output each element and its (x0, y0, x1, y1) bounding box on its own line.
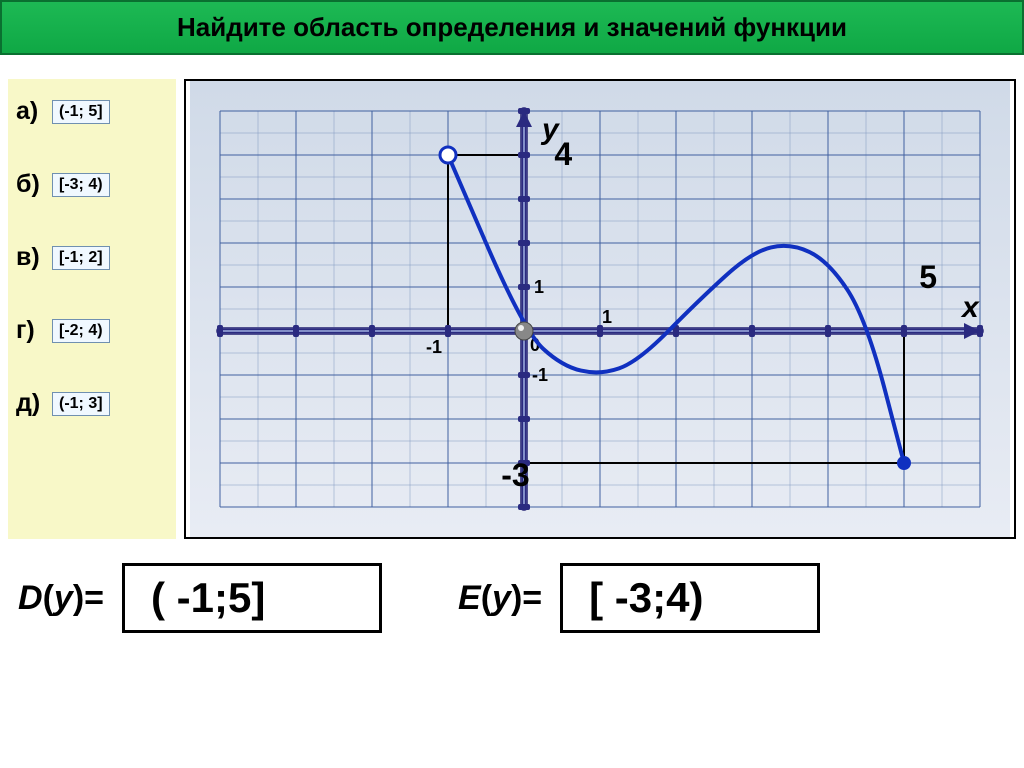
range-answer-box: [ -3;4) (560, 563, 820, 633)
option-letter: б) (16, 170, 46, 199)
option-row-4: д)(-1; 3] (16, 389, 168, 418)
domain-answer-box: ( -1;5] (122, 563, 382, 633)
svg-text:5: 5 (919, 259, 937, 295)
svg-text:x: x (960, 291, 980, 324)
options-panel: а)(-1; 5]б)[-3; 4)в)[-1; 2]г)[-2; 4)д)(-… (8, 79, 176, 539)
svg-text:-1: -1 (532, 365, 548, 385)
option-letter: д) (16, 389, 46, 418)
option-row-3: г)[-2; 4) (16, 316, 168, 345)
page-title: Найдите область определения и значений ф… (0, 0, 1024, 55)
option-value-box[interactable]: (-1; 5] (52, 100, 110, 124)
option-letter: в) (16, 243, 46, 272)
option-letter: а) (16, 97, 46, 126)
option-row-1: б)[-3; 4) (16, 170, 168, 199)
svg-text:-1: -1 (426, 337, 442, 357)
function-graph: 1-101-1yx45-3 (186, 81, 1014, 537)
option-value-box[interactable]: [-2; 4) (52, 319, 110, 343)
option-letter: г) (16, 316, 46, 345)
range-label: E(y)= (458, 579, 542, 618)
svg-text:4: 4 (554, 136, 572, 172)
chart-panel: 1-101-1yx45-3 (184, 79, 1016, 539)
option-value-box[interactable]: (-1; 3] (52, 392, 110, 416)
domain-label: D(y)= (18, 579, 104, 618)
answers-row: D(y)= ( -1;5] E(y)= [ -3;4) (0, 539, 1024, 633)
option-row-0: а)(-1; 5] (16, 97, 168, 126)
option-row-2: в)[-1; 2] (16, 243, 168, 272)
option-value-box[interactable]: [-1; 2] (52, 246, 110, 270)
svg-text:1: 1 (534, 277, 544, 297)
option-value-box[interactable]: [-3; 4) (52, 173, 110, 197)
svg-text:-3: -3 (501, 457, 529, 493)
content-area: а)(-1; 5]б)[-3; 4)в)[-1; 2]г)[-2; 4)д)(-… (0, 79, 1024, 539)
svg-text:1: 1 (602, 307, 612, 327)
